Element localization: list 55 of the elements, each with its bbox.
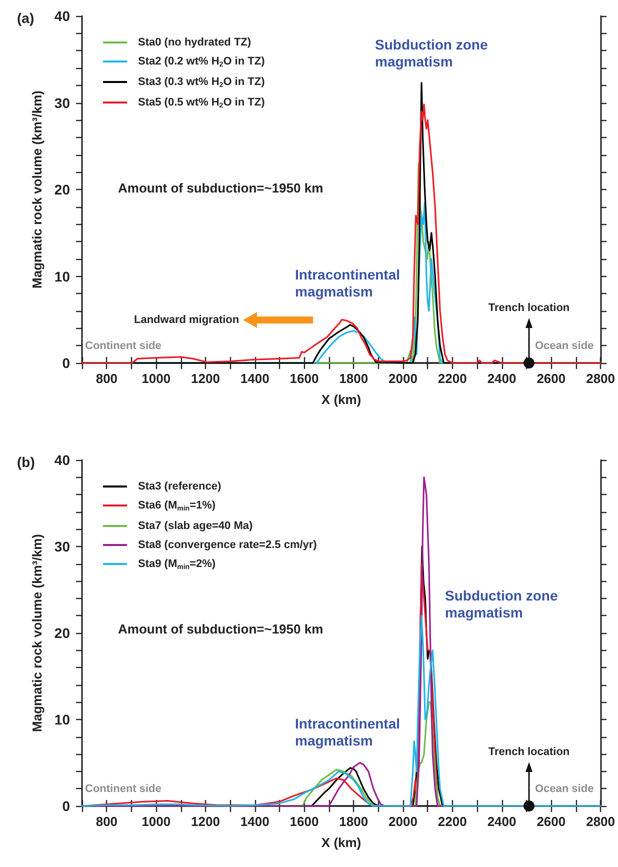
y-tick-label: 40 [54,8,70,24]
annotation: Ocean side [535,340,594,352]
x-tick-label: 2600 [536,814,566,829]
annotation: Amount of subduction=~1950 km [118,180,324,196]
y-tick-label: 10 [54,712,70,728]
y-axis-title: Magmatic rock volume (km³/km) [30,534,45,732]
y-tick-label: 0 [62,798,70,814]
y-tick-label: 10 [54,268,70,284]
x-tick-label: 1600 [290,371,319,386]
x-tick-label: 800 [96,371,118,386]
x-tick-label: 1000 [142,371,171,386]
legend-label: Sta3 (reference) [138,480,222,492]
x-tick-label: 2000 [388,371,418,386]
x-tick-label: 1400 [240,371,270,386]
x-tick-label: 2000 [388,814,418,829]
x-tick-label: 1400 [240,814,270,829]
x-tick-label: 2600 [536,371,566,386]
y-tick-label: 0 [62,355,70,371]
annotation: Continent side [85,340,162,352]
chart-title: (b) [17,454,35,470]
x-tick-label: 2800 [586,371,615,386]
x-tick-label: 1600 [290,814,319,829]
y-tick-label: 20 [54,182,70,198]
x-tick-label: 1200 [191,814,220,829]
annotation: Intracontinental magmatism [295,266,400,300]
x-axis-title: X (km) [321,835,362,850]
y-tick-label: 30 [54,538,70,554]
y-tick-label: 40 [54,452,70,468]
x-tick-label: 2200 [438,814,467,829]
chart-title: (a) [17,10,34,26]
annotation: Ocean side [535,783,594,795]
annotation: Subduction zone magmatism [375,36,488,70]
x-tick-label: 1200 [191,371,220,386]
x-axis-title: X (km) [321,392,362,407]
x-tick-label: 800 [96,814,118,829]
x-tick-label: 2800 [586,814,615,829]
legend-label: Sta7 (slab age=40 Ma) [138,520,253,532]
annotation: Continent side [85,783,162,795]
y-tick-label: 30 [54,94,70,111]
legend-label: Sta8 (convergence rate=2.5 cm/yr) [138,539,318,551]
x-tick-label: 2400 [487,814,516,829]
x-tick-label: 1800 [339,814,368,829]
y-tick-label: 20 [54,625,70,641]
x-tick-label: 2400 [487,371,516,386]
annotation: Landward migration [134,314,240,326]
annotation: Amount of subduction=~1950 km [118,622,324,636]
annotation: Trench location [488,746,570,758]
x-tick-label: 1000 [142,814,171,829]
y-axis-title: Magmatic rock volume (km³/km) [30,90,45,288]
annotation: Trench location [488,302,570,314]
annotation: Intracontinental magmatism [295,716,400,748]
x-tick-label: 1800 [339,371,368,386]
legend-label: Sta0 (no hydrated TZ) [138,36,252,48]
x-tick-label: 2200 [438,371,467,386]
annotation: Subduction zone magmatism [445,588,558,620]
